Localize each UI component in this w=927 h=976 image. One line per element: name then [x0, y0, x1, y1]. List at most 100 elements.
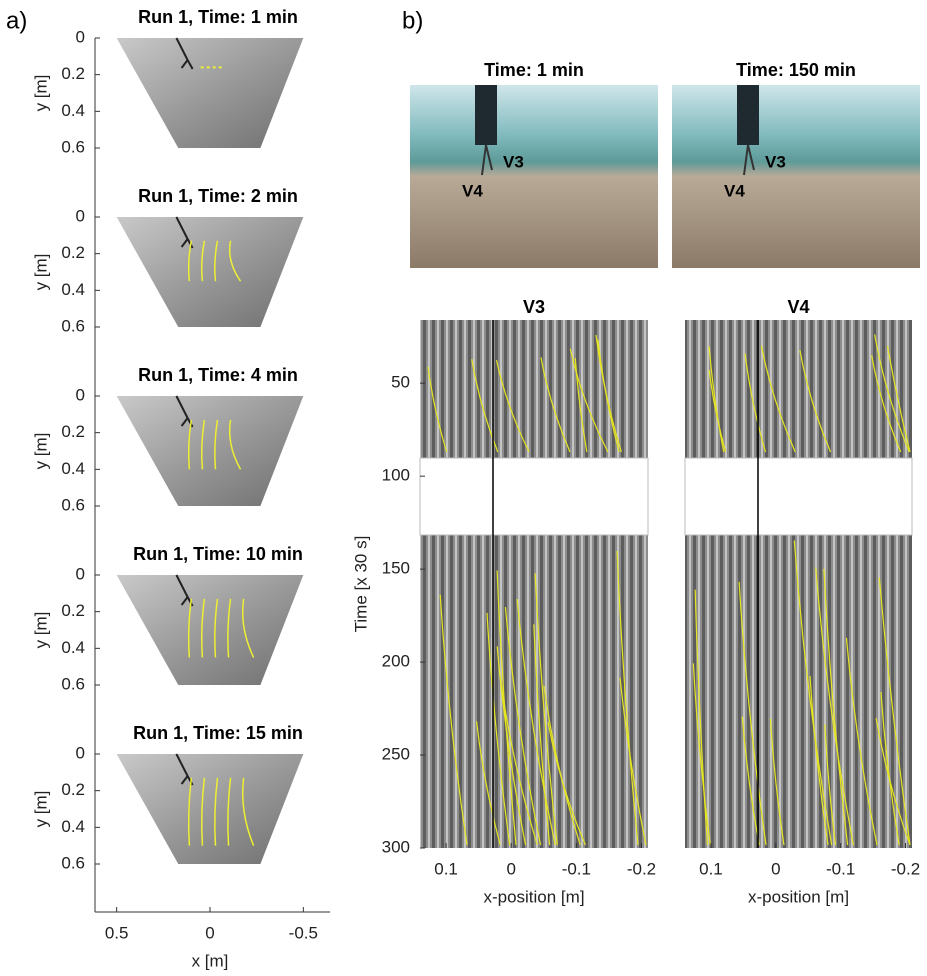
ridge-track [427, 366, 448, 453]
y-tick-label: 0.2 [61, 422, 85, 441]
y-tick-label: 250 [382, 745, 410, 764]
panel-label: b) [402, 7, 423, 34]
ridge-track [475, 721, 501, 846]
x-axis-label: x-position [m] [483, 887, 584, 906]
plot-title: V3 [523, 297, 545, 317]
probe-label: V3 [503, 152, 524, 171]
y-tick-label: 200 [382, 652, 410, 671]
ridge-track [744, 353, 767, 453]
ridge-track [692, 663, 711, 846]
ridge-track [845, 637, 878, 846]
y-axis-label: y [m] [31, 75, 50, 112]
ridge-track [694, 589, 709, 846]
probe-label: V4 [724, 181, 745, 200]
x-tick-label: -0.1 [826, 859, 855, 878]
ridge-track [815, 567, 854, 846]
instrument [175, 395, 194, 428]
y-tick-label: 0.4 [61, 101, 85, 120]
instrument [175, 37, 194, 70]
track [214, 240, 219, 282]
ridge-track [823, 568, 849, 846]
y-tick-label: 0.2 [61, 64, 85, 83]
ridge-track [516, 598, 556, 846]
y-tick-label: 0.2 [61, 780, 85, 799]
photo [410, 85, 658, 268]
y-tick-label: 50 [391, 373, 410, 392]
track [200, 777, 206, 846]
ridge-track [471, 359, 499, 453]
panel-label: a) [6, 7, 27, 34]
instrument [481, 144, 493, 176]
track [227, 598, 232, 658]
y-tick-label: 0.4 [61, 280, 85, 299]
ridge-track [708, 369, 727, 453]
photo [116, 575, 304, 685]
track [187, 419, 193, 470]
track [200, 598, 206, 658]
y-tick-label: 0.6 [61, 674, 85, 693]
x-axis-label: x [m] [192, 951, 229, 970]
y-tick-label: 0 [76, 206, 85, 225]
y-tick-label: 0 [76, 743, 85, 762]
x-tick-label: -0.2 [627, 859, 656, 878]
y-axis-label: y [m] [31, 254, 50, 291]
ridge-track [874, 334, 910, 453]
plot-title: V4 [787, 297, 809, 317]
ridge-track [486, 612, 511, 846]
instrument [743, 144, 755, 176]
x-tick-label: 0 [205, 923, 214, 942]
ridge-track [741, 716, 760, 846]
photo-title: Time: 150 min [736, 60, 856, 80]
x-axis-label: x-position [m] [748, 887, 849, 906]
x-tick-label: -0.2 [891, 859, 920, 878]
instrument [737, 85, 759, 145]
ridge-track [799, 350, 832, 453]
ridge-track [738, 581, 767, 846]
ridge-track [498, 672, 538, 846]
ridge-track [540, 357, 571, 453]
x-tick-label: -0.5 [289, 923, 318, 942]
ridge-track [543, 685, 581, 846]
x-tick-label: 0.1 [699, 859, 723, 878]
y-axis-label: y [m] [31, 791, 50, 828]
photo-title: Time: 1 min [484, 60, 584, 80]
y-tick-label: 150 [382, 559, 410, 578]
track [187, 777, 193, 846]
photo [672, 85, 920, 268]
ridge-track [760, 345, 796, 453]
ridge-track [871, 355, 902, 453]
y-tick-label: 0.6 [61, 316, 85, 335]
ridge-track [496, 646, 527, 846]
photo [116, 396, 304, 506]
ridge-track [708, 346, 725, 453]
ridge-track [769, 718, 785, 846]
kymograph [685, 320, 912, 848]
subplot-title: Run 1, Time: 10 min [133, 544, 303, 564]
ridge-track [534, 573, 558, 846]
x-tick-label: 0.5 [105, 923, 129, 942]
gap [684, 457, 913, 536]
track [228, 240, 242, 282]
kymograph [420, 320, 648, 848]
photo [116, 754, 304, 864]
track [241, 777, 255, 846]
y-tick-label: 0.2 [61, 601, 85, 620]
subplot-title: Run 1, Time: 1 min [138, 7, 298, 27]
x-tick-label: 0 [771, 859, 780, 878]
track [187, 598, 193, 658]
track [200, 419, 206, 470]
y-axis-label: y [m] [31, 433, 50, 470]
subplot-title: Run 1, Time: 4 min [138, 365, 298, 385]
track [241, 598, 255, 658]
ridge-track [878, 577, 911, 846]
ridge-track [880, 692, 900, 846]
ridge-track [569, 348, 609, 453]
ridge-track [616, 550, 639, 846]
ridge-track [574, 357, 588, 453]
subplot-title: Run 1, Time: 15 min [133, 723, 303, 743]
y-tick-label: 0.6 [61, 853, 85, 872]
y-tick-label: 100 [382, 466, 410, 485]
y-tick-label: 0.4 [61, 817, 85, 836]
instrument [175, 753, 194, 786]
